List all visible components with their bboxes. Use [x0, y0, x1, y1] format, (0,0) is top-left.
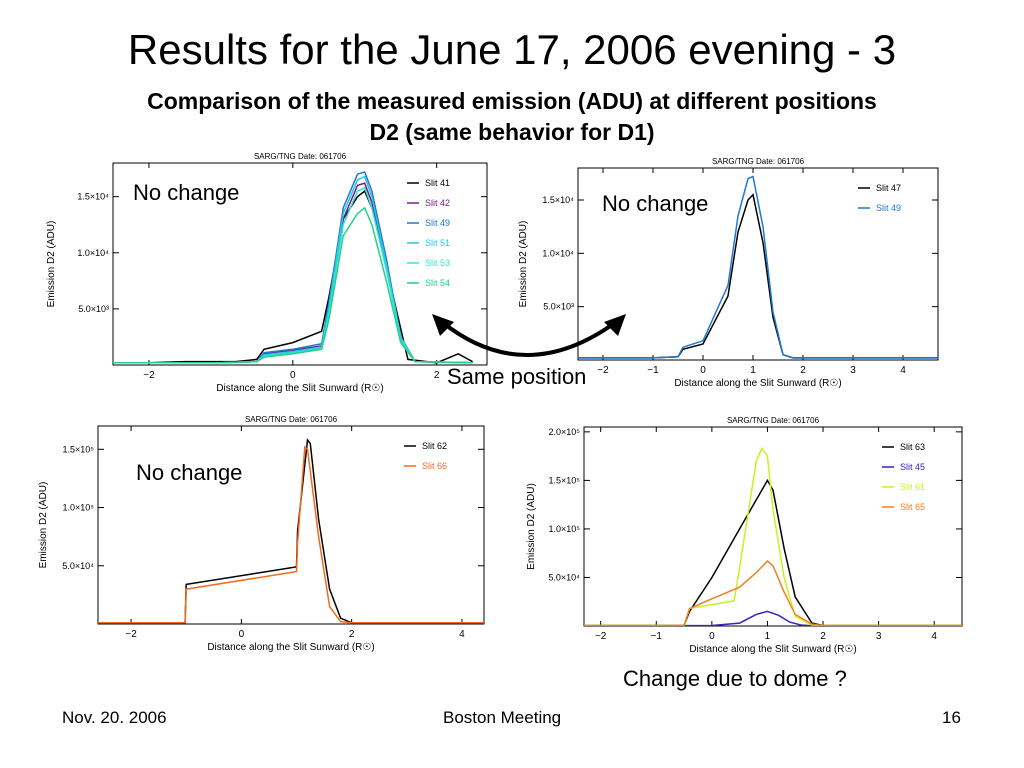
- series-group: [113, 171, 473, 364]
- callout-top-left: No change: [133, 180, 240, 205]
- chart-top-right: SARG/TNG Date: 061706 Distance along the …: [518, 157, 939, 389]
- arrow-curve: [440, 320, 618, 357]
- series-group: [98, 438, 484, 624]
- y-tick-label: 1.0×10⁴: [542, 248, 574, 258]
- y-tick-label: 1.5×10⁵: [548, 475, 580, 485]
- x-tick-label: 0: [290, 370, 296, 381]
- y-tick-label: 1.0×10⁵: [62, 503, 94, 513]
- chart-top-left: SARG/TNG Date: 061706 Distance along the …: [46, 152, 488, 394]
- x-axis-label: Distance along the Slit Sunward (R☉): [207, 642, 374, 653]
- plot-frame: [577, 167, 939, 361]
- x-axis-label: Distance along the Slit Sunward (R☉): [216, 383, 383, 394]
- y-tick-label: 5.0×10⁴: [62, 561, 94, 571]
- series-line-slit-53: [113, 186, 473, 364]
- y-tick-label: 1.0×10⁵: [548, 524, 580, 534]
- arrow-head-left: [432, 314, 454, 336]
- legend-label: Slit 54: [425, 278, 450, 288]
- chart-title: SARG/TNG Date: 061706: [245, 415, 338, 424]
- x-tick-label: 4: [931, 631, 937, 642]
- callout-change-due-to-dome: Change due to dome ?: [623, 666, 847, 691]
- series-line-slit-45: [584, 610, 962, 626]
- y-tick-label: 2.0×10⁵: [548, 427, 580, 437]
- y-tick-label: 1.5×10⁴: [542, 195, 574, 205]
- legend-label: Slit 51: [425, 238, 450, 248]
- x-tick-label: 2: [434, 370, 440, 381]
- series-line-slit-49: [578, 175, 938, 359]
- footer-date: Nov. 20. 2006: [62, 708, 167, 727]
- x-tick-label: −2: [595, 631, 607, 642]
- x-tick-label: 2: [820, 631, 826, 642]
- chart-title: SARG/TNG Date: 061706: [254, 152, 347, 161]
- legend-label: Slit 47: [876, 183, 901, 193]
- x-tick-label: −1: [651, 631, 663, 642]
- legend-label: Slit 45: [900, 462, 925, 472]
- chart-bottom-left: SARG/TNG Date: 061706 Distance along the …: [38, 415, 485, 653]
- y-axis-label: Emission D2 (ADU): [526, 483, 537, 570]
- x-tick-label: 4: [900, 365, 906, 376]
- x-tick-label: 0: [700, 365, 706, 376]
- callout-bottom-left: No change: [136, 460, 243, 485]
- x-tick-label: −2: [125, 629, 137, 640]
- legend-label: Slit 49: [425, 218, 450, 228]
- subtitle-line-2: D2 (same behavior for D1): [369, 119, 655, 145]
- series-group: [584, 446, 962, 626]
- x-axis-label: Distance along the Slit Sunward (R☉): [674, 378, 841, 389]
- chart-bottom-right: SARG/TNG Date: 061706 Distance along the …: [526, 416, 963, 655]
- callout-same-position: Same position: [447, 364, 587, 389]
- callout-top-right: No change: [602, 191, 709, 216]
- series-line-slit-54: [113, 206, 473, 364]
- series-line-slit-42: [113, 182, 473, 364]
- x-tick-label: 2: [800, 365, 806, 376]
- x-tick-label: 1: [750, 365, 756, 376]
- series-line-slit-61: [584, 446, 962, 626]
- legend-label: Slit 53: [425, 258, 450, 268]
- x-tick-label: −2: [143, 370, 155, 381]
- x-tick-label: 4: [459, 629, 465, 640]
- slide-subtitle: Comparison of the measured emission (ADU…: [40, 86, 984, 148]
- y-tick-label: 5.0×10³: [543, 302, 574, 312]
- plot-frame: [112, 162, 488, 366]
- legend-label: Slit 66: [422, 461, 447, 471]
- y-tick-label: 1.5×10⁴: [77, 192, 109, 202]
- legend-label: Slit 41: [425, 178, 450, 188]
- y-axis-label: Emission D2 (ADU): [518, 221, 529, 308]
- y-tick-label: 5.0×10³: [78, 304, 109, 314]
- plot-frame: [583, 426, 963, 627]
- double-headed-arrow: [432, 314, 626, 357]
- x-tick-label: 1: [765, 631, 771, 642]
- slide-title: Results for the June 17, 2006 evening - …: [127, 26, 897, 73]
- y-tick-label: 1.0×10⁴: [77, 248, 109, 258]
- arrow-head-right: [604, 314, 626, 336]
- series-group: [578, 175, 938, 359]
- legend-label: Slit 62: [422, 441, 447, 451]
- x-axis-label: Distance along the Slit Sunward (R☉): [689, 644, 856, 655]
- chart-title: SARG/TNG Date: 061706: [727, 416, 820, 425]
- series-line-slit-65: [584, 559, 962, 626]
- footer-event: Boston Meeting: [443, 708, 562, 727]
- y-tick-label: 1.5×10⁵: [62, 444, 94, 454]
- x-tick-label: 2: [349, 629, 355, 640]
- plot-frame: [97, 425, 485, 625]
- subtitle-line-1: Comparison of the measured emission (ADU…: [147, 88, 877, 114]
- x-tick-label: −1: [647, 365, 659, 376]
- x-tick-label: 0: [709, 631, 715, 642]
- chart-title: SARG/TNG Date: 061706: [712, 157, 805, 166]
- y-axis-label: Emission D2 (ADU): [46, 221, 57, 308]
- legend-label: Slit 65: [900, 502, 925, 512]
- legend-label: Slit 42: [425, 198, 450, 208]
- legend-label: Slit 49: [876, 203, 901, 213]
- y-tick-label: 5.0×10⁴: [548, 572, 580, 582]
- x-tick-label: 3: [876, 631, 882, 642]
- legend-label: Slit 63: [900, 442, 925, 452]
- x-tick-label: −2: [597, 365, 609, 376]
- y-axis-label: Emission D2 (ADU): [38, 482, 49, 569]
- x-tick-label: 3: [850, 365, 856, 376]
- series-line-slit-66: [98, 445, 484, 624]
- x-tick-label: 0: [239, 629, 245, 640]
- series-line-slit-41: [113, 189, 473, 364]
- footer-page-number: 16: [942, 708, 961, 727]
- legend-label: Slit 61: [900, 482, 925, 492]
